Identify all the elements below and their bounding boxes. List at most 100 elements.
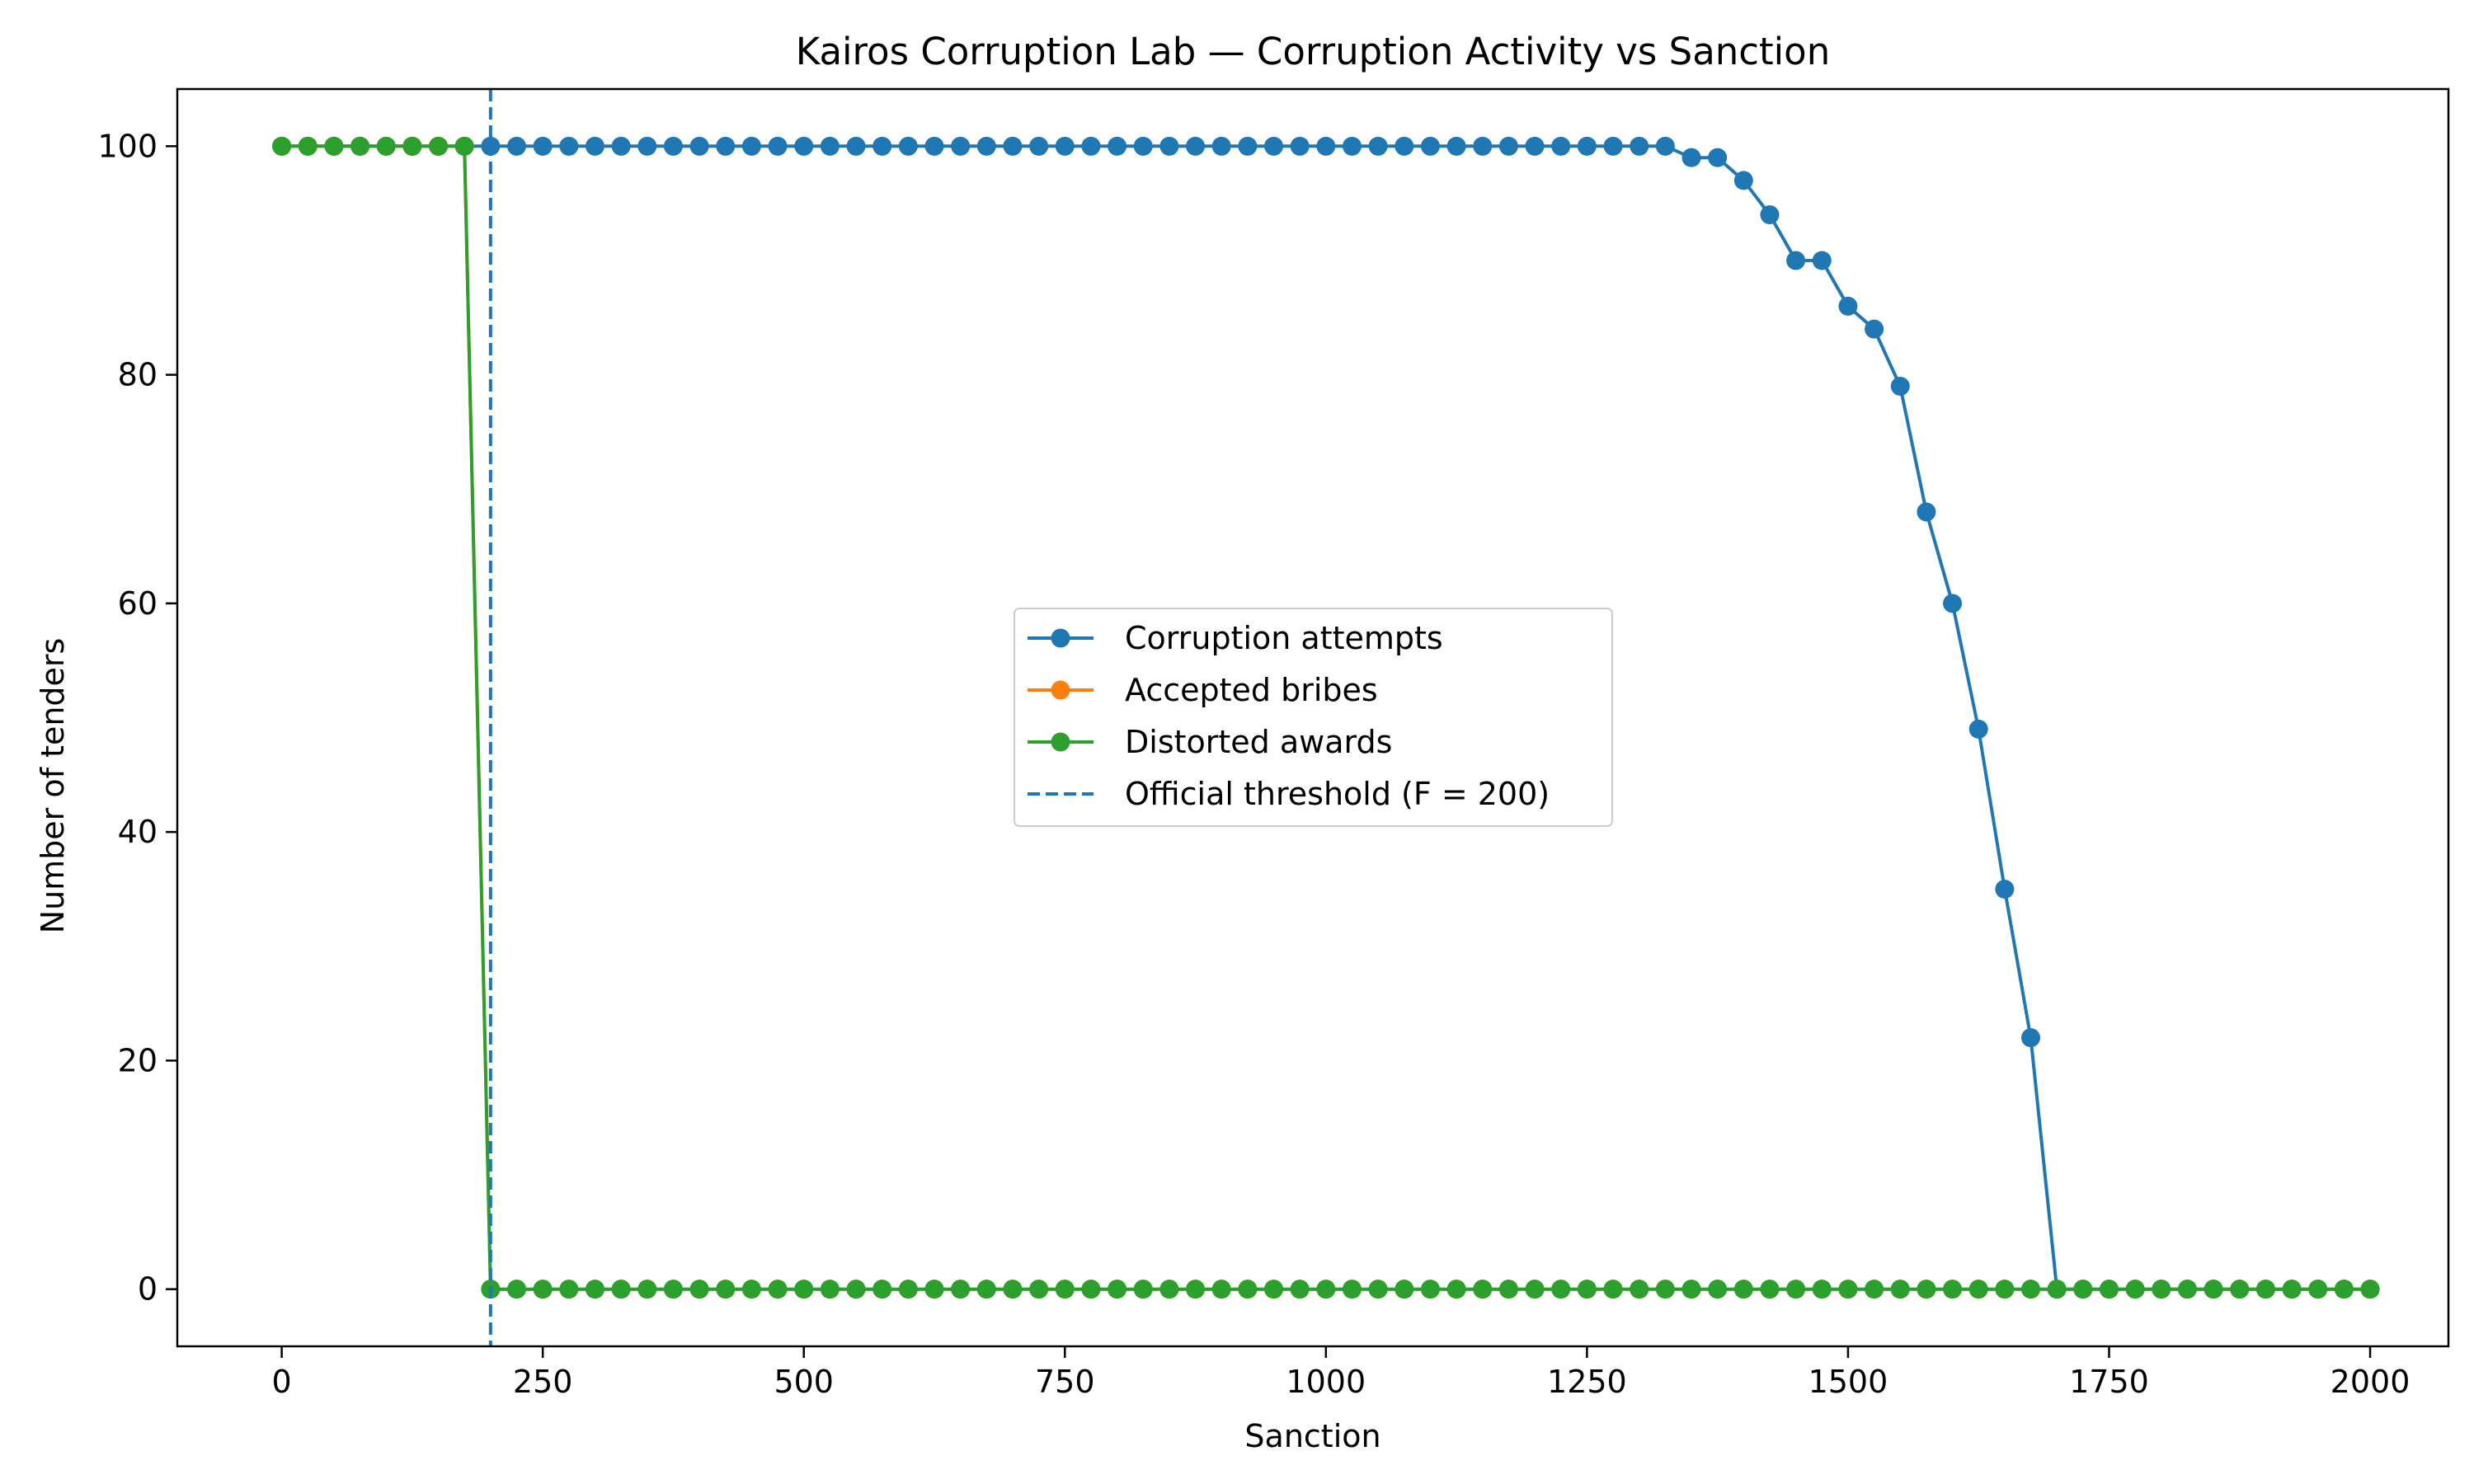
legend-item: Distorted awards <box>1028 724 1392 760</box>
series-layer <box>272 136 2380 1299</box>
legend-swatch-marker <box>1051 628 1070 648</box>
data-point-corruption-attempts <box>1238 136 1258 156</box>
data-point-corruption-attempts <box>1211 136 1231 156</box>
data-point-distorted-awards <box>2255 1280 2275 1299</box>
data-point-distorted-awards <box>716 1280 736 1299</box>
data-point-corruption-attempts <box>1446 136 1466 156</box>
data-point-corruption-attempts <box>1316 136 1336 156</box>
data-point-distorted-awards <box>1812 1280 1832 1299</box>
legend-label: Accepted bribes <box>1125 672 1378 708</box>
data-point-distorted-awards <box>1211 1280 1231 1299</box>
chart-title: Kairos Corruption Lab — Corruption Activ… <box>796 30 1831 73</box>
data-point-corruption-attempts <box>585 136 604 156</box>
x-tick-label: 1000 <box>1286 1364 1366 1400</box>
data-point-corruption-attempts <box>1081 136 1101 156</box>
data-point-corruption-attempts <box>741 136 761 156</box>
data-point-corruption-attempts <box>1890 376 1910 396</box>
data-point-distorted-awards <box>2047 1280 2067 1299</box>
data-point-distorted-awards <box>898 1280 918 1299</box>
legend-label: Official threshold (F = 200) <box>1125 776 1550 812</box>
data-point-distorted-awards <box>1029 1280 1049 1299</box>
plot-frame <box>176 87 2450 1348</box>
data-point-distorted-awards <box>1238 1280 1258 1299</box>
data-point-distorted-awards <box>533 1280 553 1299</box>
data-point-corruption-attempts <box>794 136 814 156</box>
data-point-distorted-awards <box>1446 1280 1466 1299</box>
legend-item: Official threshold (F = 200) <box>1028 776 1550 812</box>
data-point-distorted-awards <box>2308 1280 2328 1299</box>
y-tick-label: 60 <box>118 585 158 622</box>
data-point-distorted-awards <box>1186 1280 1206 1299</box>
data-point-corruption-attempts <box>1290 136 1310 156</box>
y-tick-label: 80 <box>118 357 158 393</box>
data-point-distorted-awards <box>1055 1280 1075 1299</box>
data-point-corruption-attempts <box>611 136 631 156</box>
data-point-corruption-attempts <box>1968 719 1988 739</box>
data-point-corruption-attempts <box>1342 136 1362 156</box>
data-point-corruption-attempts <box>1395 136 1414 156</box>
data-point-distorted-awards <box>741 1280 761 1299</box>
y-tick-label: 0 <box>138 1271 158 1308</box>
data-point-distorted-awards <box>2152 1280 2171 1299</box>
series-distorted-awards <box>272 136 2380 1299</box>
data-point-distorted-awards <box>768 1280 788 1299</box>
x-tick-label: 0 <box>272 1364 292 1400</box>
data-point-corruption-attempts <box>1264 136 1284 156</box>
data-point-distorted-awards <box>1498 1280 1518 1299</box>
axis-ticks: 0 250 500 750 1000 1250 1500 1750 2000 0 20 40 60 80 1… <box>97 128 2410 1400</box>
data-point-distorted-awards <box>376 136 396 156</box>
data-point-distorted-awards <box>559 1280 579 1299</box>
data-point-corruption-attempts <box>1055 136 1075 156</box>
data-point-corruption-attempts <box>1708 148 1728 167</box>
data-point-distorted-awards <box>1159 1280 1179 1299</box>
data-point-corruption-attempts <box>1420 136 1440 156</box>
data-point-distorted-awards <box>1081 1280 1101 1299</box>
data-point-distorted-awards <box>1708 1280 1728 1299</box>
data-point-distorted-awards <box>1995 1280 2015 1299</box>
legend-swatch-marker <box>1051 732 1070 752</box>
data-point-distorted-awards <box>298 136 317 156</box>
data-point-corruption-attempts <box>1525 136 1545 156</box>
data-point-distorted-awards <box>1108 1280 1127 1299</box>
x-tick-label: 1500 <box>1808 1364 1888 1400</box>
legend-label: Corruption attempts <box>1125 620 1443 656</box>
data-point-distorted-awards <box>1342 1280 1362 1299</box>
data-point-distorted-awards <box>1968 1280 1988 1299</box>
data-point-distorted-awards <box>1133 1280 1153 1299</box>
data-point-distorted-awards <box>1368 1280 1388 1299</box>
data-point-distorted-awards <box>2334 1280 2354 1299</box>
data-point-corruption-attempts <box>1733 171 1753 190</box>
data-point-distorted-awards <box>1577 1280 1597 1299</box>
x-axis-label: Sanction <box>1244 1418 1380 1454</box>
data-point-distorted-awards <box>1316 1280 1336 1299</box>
data-point-corruption-attempts <box>716 136 736 156</box>
data-point-corruption-attempts <box>872 136 892 156</box>
data-point-distorted-awards <box>2125 1280 2145 1299</box>
data-point-corruption-attempts <box>820 136 840 156</box>
data-point-distorted-awards <box>324 136 344 156</box>
data-point-corruption-attempts <box>1003 136 1023 156</box>
data-point-distorted-awards <box>663 1280 683 1299</box>
data-point-distorted-awards <box>1290 1280 1310 1299</box>
data-point-distorted-awards <box>1525 1280 1545 1299</box>
data-point-corruption-attempts <box>1551 136 1571 156</box>
y-axis-label: Number of tenders <box>35 638 71 934</box>
data-point-distorted-awards <box>1630 1280 1649 1299</box>
data-point-distorted-awards <box>1003 1280 1023 1299</box>
data-point-distorted-awards <box>1264 1280 1284 1299</box>
data-point-corruption-attempts <box>2021 1028 2041 1048</box>
data-point-distorted-awards <box>611 1280 631 1299</box>
data-point-distorted-awards <box>1760 1280 1780 1299</box>
data-point-corruption-attempts <box>846 136 866 156</box>
legend-item: Accepted bribes <box>1028 672 1378 708</box>
data-point-corruption-attempts <box>1133 136 1153 156</box>
data-point-distorted-awards <box>2360 1280 2380 1299</box>
data-point-distorted-awards <box>976 1280 996 1299</box>
data-point-corruption-attempts <box>1473 136 1493 156</box>
data-point-distorted-awards <box>872 1280 892 1299</box>
data-point-distorted-awards <box>820 1280 840 1299</box>
data-point-corruption-attempts <box>1812 251 1832 270</box>
data-point-distorted-awards <box>1838 1280 1858 1299</box>
data-point-corruption-attempts <box>898 136 918 156</box>
